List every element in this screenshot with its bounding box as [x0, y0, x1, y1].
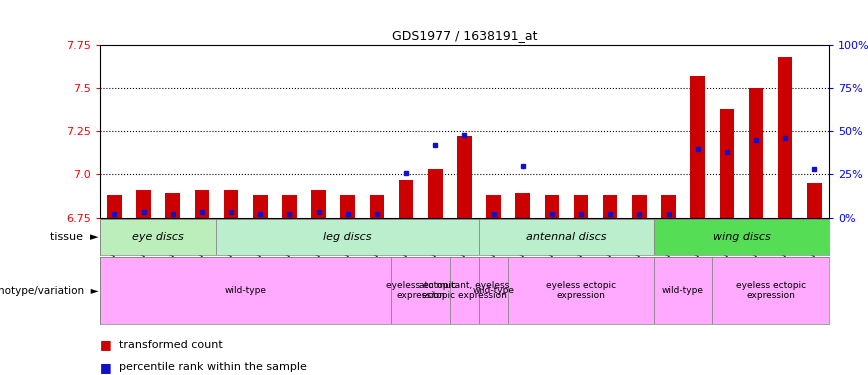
- Text: ■: ■: [100, 339, 112, 351]
- Bar: [194, 190, 209, 217]
- Bar: [632, 195, 647, 217]
- Bar: [398, 180, 413, 218]
- Bar: [720, 109, 734, 217]
- Text: eyeless ectopic
expression: eyeless ectopic expression: [735, 281, 806, 300]
- Text: eyeless ectopic
expression: eyeless ectopic expression: [546, 281, 616, 300]
- Bar: [282, 195, 297, 217]
- Bar: [457, 136, 471, 218]
- Bar: [253, 195, 267, 217]
- Text: wild-type: wild-type: [662, 286, 704, 295]
- Title: GDS1977 / 1638191_at: GDS1977 / 1638191_at: [391, 30, 537, 42]
- Bar: [749, 88, 763, 218]
- Bar: [654, 219, 829, 255]
- Bar: [312, 190, 326, 217]
- Bar: [574, 195, 589, 217]
- Text: wing discs: wing discs: [713, 232, 770, 242]
- Bar: [690, 76, 705, 217]
- Text: transformed count: transformed count: [119, 340, 223, 350]
- Bar: [807, 183, 822, 218]
- Text: antennal discs: antennal discs: [526, 232, 607, 242]
- Bar: [100, 219, 216, 255]
- Bar: [340, 195, 355, 217]
- Bar: [216, 219, 479, 255]
- Bar: [166, 194, 180, 217]
- Text: leg discs: leg discs: [324, 232, 372, 242]
- Bar: [136, 190, 151, 217]
- Text: wild-type: wild-type: [225, 286, 266, 295]
- Bar: [370, 195, 385, 217]
- Bar: [603, 195, 617, 217]
- Bar: [450, 257, 479, 324]
- Bar: [391, 257, 450, 324]
- Bar: [479, 219, 654, 255]
- Bar: [654, 257, 713, 324]
- Bar: [479, 257, 508, 324]
- Bar: [778, 57, 792, 217]
- Text: eye discs: eye discs: [132, 232, 184, 242]
- Text: ■: ■: [100, 361, 112, 374]
- Text: percentile rank within the sample: percentile rank within the sample: [119, 363, 306, 372]
- Text: eyeless ectopic
expression: eyeless ectopic expression: [385, 281, 456, 300]
- Text: wild-type: wild-type: [472, 286, 515, 295]
- Bar: [100, 257, 391, 324]
- Bar: [661, 195, 676, 217]
- Bar: [486, 195, 501, 217]
- Bar: [428, 169, 443, 217]
- Bar: [544, 195, 559, 217]
- Bar: [516, 194, 530, 217]
- Text: ato mutant, eyeless
ectopic expression: ato mutant, eyeless ectopic expression: [419, 281, 510, 300]
- Bar: [224, 190, 239, 217]
- Bar: [107, 195, 122, 217]
- Bar: [713, 257, 829, 324]
- Text: tissue  ►: tissue ►: [49, 232, 98, 242]
- Text: genotype/variation  ►: genotype/variation ►: [0, 286, 98, 296]
- Bar: [508, 257, 654, 324]
